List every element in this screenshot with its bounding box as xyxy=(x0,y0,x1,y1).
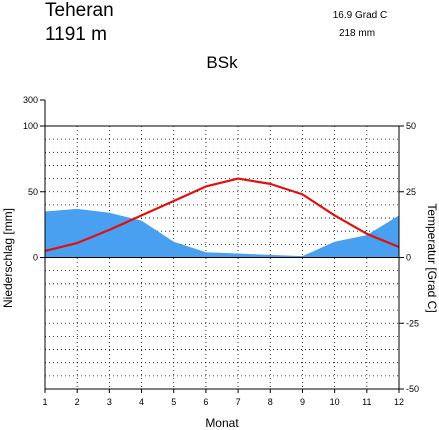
precipitation-area xyxy=(45,208,399,258)
chart-title: BSk xyxy=(206,53,238,72)
x-axis-tick-label: 11 xyxy=(362,397,371,407)
station-elevation: 1191 m xyxy=(45,24,107,45)
x-axis-tick-label: 8 xyxy=(268,397,273,407)
right-axis-tick-label: 25 xyxy=(406,187,416,197)
left-axis-tick-label: 100 xyxy=(23,121,38,131)
x-axis-tick-label: 1 xyxy=(42,397,47,407)
left-axis-label: Niederschlag [mm] xyxy=(1,208,15,308)
left-axis-tick-label: 0 xyxy=(33,253,38,263)
right-axis-tick-label: 50 xyxy=(406,121,416,131)
x-axis-tick-label: 9 xyxy=(300,397,305,407)
annual-precipitation: 218 mm xyxy=(339,28,375,39)
x-axis-tick-label: 7 xyxy=(236,397,241,407)
x-axis-label: Monat xyxy=(205,416,239,430)
right-axis-tick-label: -25 xyxy=(406,318,419,328)
right-axis-tick-label: -50 xyxy=(406,384,419,394)
temperature-line-layer xyxy=(44,177,400,252)
left-axis-tick-label-top: 300 xyxy=(23,95,38,105)
right-axis-label: Temperatur [Grad C] xyxy=(425,203,439,312)
left-axis-tick-label: 50 xyxy=(28,187,38,197)
right-axis-tick-label: 0 xyxy=(406,253,411,263)
x-axis-tick-label: 10 xyxy=(330,397,340,407)
x-axis-tick-label: 4 xyxy=(139,397,144,407)
precipitation-area-layer xyxy=(45,208,399,258)
station-name: Teheran xyxy=(45,0,114,21)
x-axis-tick-label: 3 xyxy=(107,397,112,407)
x-axis-tick-label: 6 xyxy=(203,397,208,407)
x-axis-tick-label: 12 xyxy=(394,397,404,407)
mean-temperature: 16.9 Grad C xyxy=(333,10,387,21)
x-axis-tick-label: 2 xyxy=(75,397,80,407)
temperature-line xyxy=(44,177,400,252)
x-axis-tick-label: 5 xyxy=(171,397,176,407)
